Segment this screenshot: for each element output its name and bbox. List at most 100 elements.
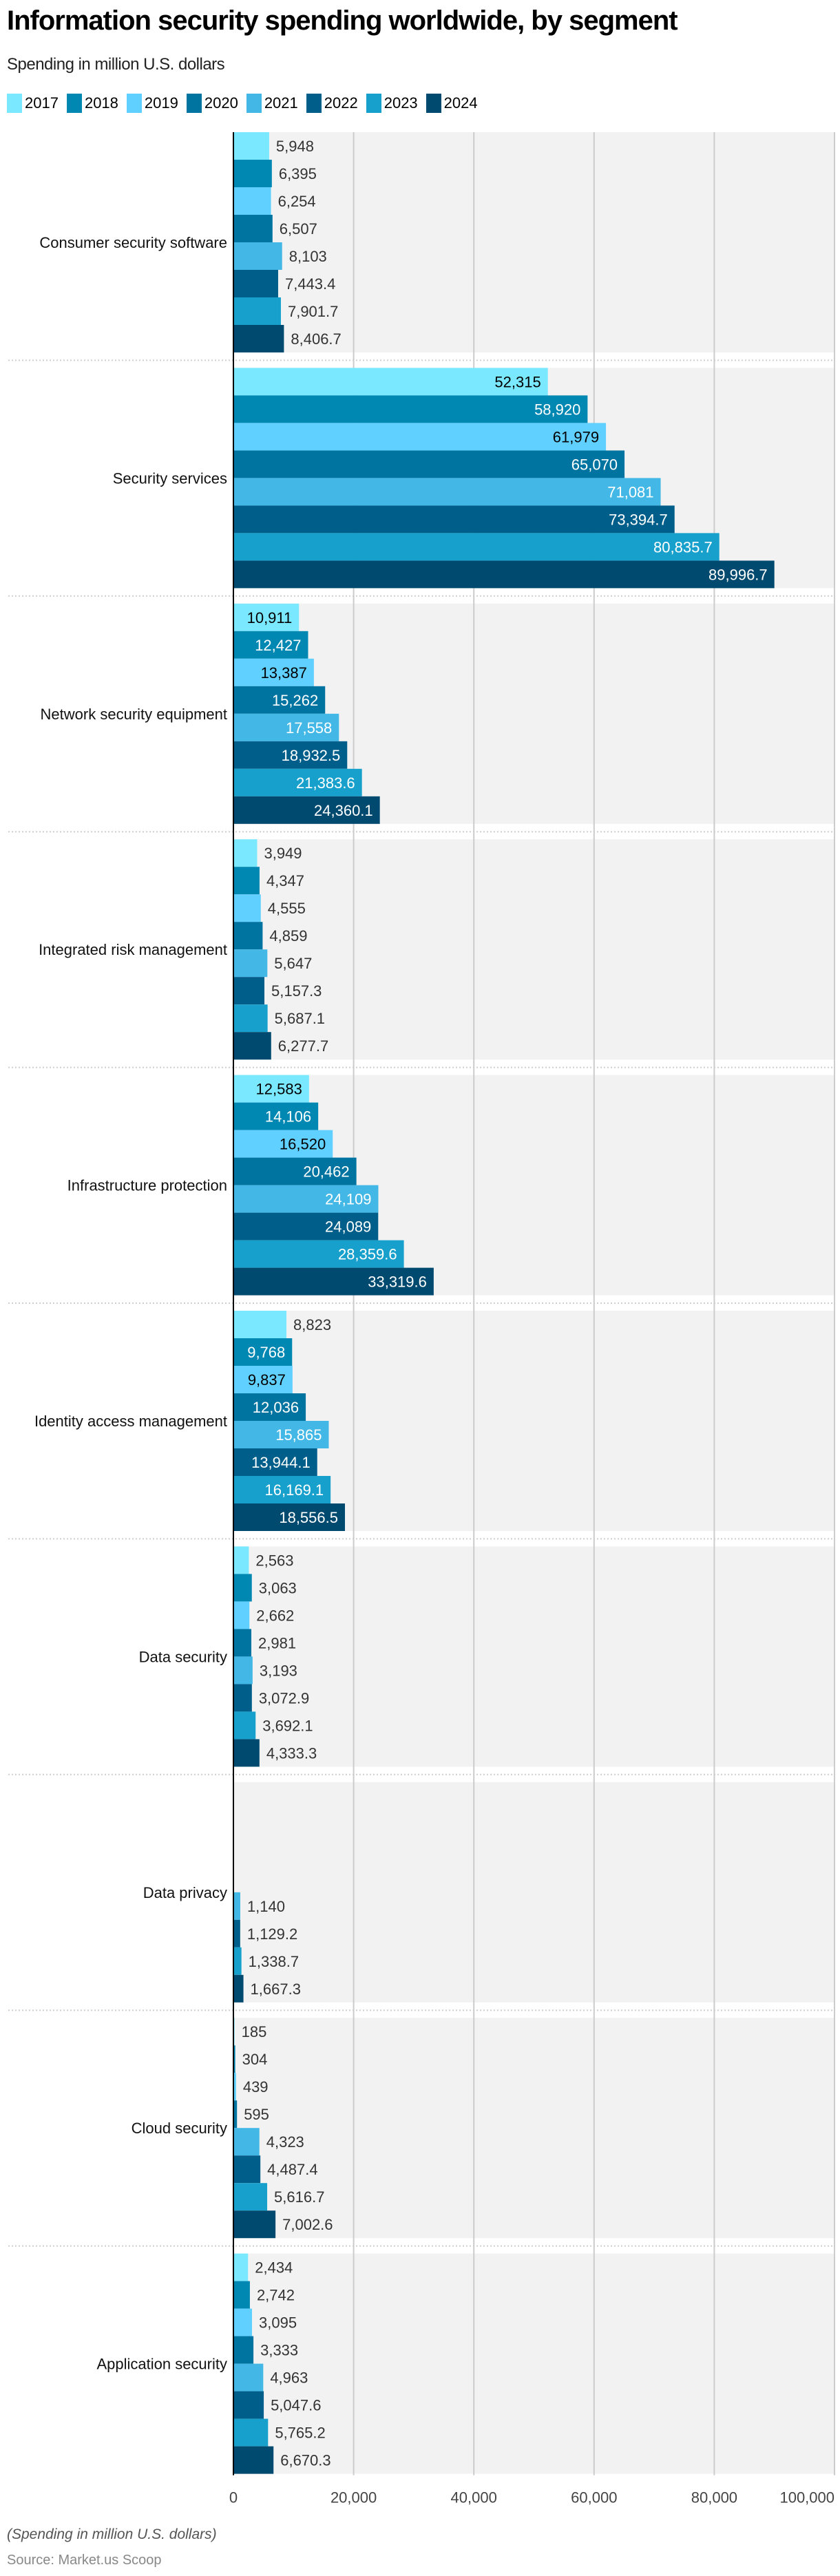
x-tick-label: 80,000 (691, 2489, 737, 2506)
category-label: Integrated risk management (39, 941, 227, 958)
bar-2019 (233, 1366, 293, 1393)
data-label: 1,338.7 (249, 1953, 299, 1970)
bar-2021 (233, 713, 339, 741)
data-label: 5,948 (276, 138, 314, 155)
x-tick-label: 0 (229, 2489, 238, 2506)
data-label: 71,081 (607, 483, 653, 500)
bar-2022 (233, 1684, 252, 1712)
legend-item-2017: 2017 (7, 94, 59, 113)
data-label: 3,692.1 (262, 1717, 313, 1734)
data-label: 52,315 (494, 373, 540, 390)
data-label: 304 (242, 2051, 268, 2068)
data-label: 5,647 (274, 955, 312, 972)
data-label: 80,835.7 (653, 538, 713, 556)
data-label: 10,911 (247, 609, 293, 626)
legend-item-2020: 2020 (186, 94, 238, 113)
data-label: 6,670.3 (280, 2452, 330, 2469)
bar-2023 (233, 1711, 256, 1740)
bar-2020 (233, 1157, 357, 1185)
legend-swatch (426, 94, 441, 113)
data-label: 4,323 (266, 2133, 304, 2151)
bar-2023 (233, 2183, 268, 2211)
data-label: 4,859 (269, 927, 307, 944)
data-label: 6,277.7 (278, 1037, 328, 1055)
bar-2020 (233, 2100, 238, 2129)
category-band (233, 1311, 834, 1531)
bar-2020 (233, 1629, 252, 1657)
data-label: 8,823 (293, 1316, 331, 1333)
bar-2018 (233, 160, 272, 187)
data-label: 20,462 (303, 1163, 349, 1181)
data-label: 2,981 (258, 1634, 296, 1651)
bar-2024 (233, 796, 380, 824)
bar-2022 (233, 1448, 317, 1476)
data-label: 439 (243, 2078, 269, 2095)
bar-2018 (233, 395, 588, 423)
data-label: 18,932.5 (282, 747, 341, 764)
legend-label: 2017 (25, 94, 59, 112)
data-label: 5,047.6 (271, 2397, 321, 2414)
bar-2024 (233, 1503, 345, 1531)
category-band (233, 1782, 834, 2003)
legend-label: 2019 (144, 94, 178, 112)
data-label: 2,742 (257, 2287, 295, 2304)
bar-2018 (233, 867, 260, 895)
bar-2024 (233, 560, 775, 589)
legend-label: 2023 (384, 94, 418, 112)
bar-2017 (233, 132, 269, 160)
bar-2021 (233, 1656, 253, 1685)
data-label: 9,768 (247, 1344, 285, 1361)
category-band (233, 132, 834, 352)
bar-2019 (233, 2308, 253, 2336)
data-label: 17,558 (286, 719, 332, 737)
data-label: 1,129.2 (247, 1925, 297, 1943)
legend-label: 2024 (443, 94, 478, 112)
data-label: 3,095 (259, 2314, 297, 2332)
data-label: 61,979 (553, 428, 599, 445)
bar-2022 (233, 505, 675, 534)
category-band (233, 2018, 834, 2239)
data-label: 2,434 (255, 2259, 293, 2277)
data-label: 12,583 (256, 1081, 302, 1098)
legend: 2017 2018 2019 2020 2021 2022 2023 2024 (7, 94, 478, 113)
bar-2024 (233, 2446, 274, 2474)
data-label: 4,333.3 (266, 1744, 317, 1762)
data-label: 8,406.7 (291, 330, 341, 348)
category-band (233, 2253, 834, 2474)
data-label: 7,002.6 (282, 2216, 333, 2233)
category-label: Application security (96, 2356, 227, 2373)
legend-swatch (366, 94, 381, 113)
bar-2020 (233, 922, 263, 950)
data-label: 5,687.1 (275, 1010, 325, 1027)
data-label: 1,667.3 (251, 1981, 301, 1998)
bar-2021 (233, 242, 282, 270)
data-label: 18,556.5 (279, 1509, 338, 1526)
x-tick-label: 40,000 (451, 2489, 497, 2506)
bar-2023 (233, 1476, 331, 1503)
bar-2023 (233, 1004, 268, 1033)
bar-2021 (233, 2128, 260, 2156)
category-label: Identity access management (34, 1413, 227, 1430)
data-label: 9,837 (248, 1371, 286, 1389)
bar-2017 (233, 1075, 309, 1103)
footnote: (Spending in million U.S. dollars) (7, 2526, 217, 2542)
bar-chart: 0 20,000 40,000 60,000 80,000 100,000 Consumer… (8, 132, 835, 2506)
bar-2017 (233, 603, 300, 631)
bar-2023 (233, 2418, 269, 2447)
data-label: 65,070 (571, 456, 618, 473)
data-label: 33,319.6 (368, 1274, 427, 1291)
category-label: Network security equipment (41, 706, 227, 723)
legend-label: 2022 (324, 94, 358, 112)
data-label: 2,662 (256, 1607, 294, 1624)
bar-2024 (233, 1974, 244, 2003)
bar-2022 (233, 977, 265, 1005)
category-label: Infrastructure protection (67, 1177, 227, 1194)
bar-2019 (233, 1601, 250, 1629)
bar-2018 (233, 631, 308, 659)
bar-2017 (233, 1311, 287, 1338)
bar-2021 (233, 1892, 240, 1920)
legend-item-2018: 2018 (66, 94, 118, 113)
legend-item-2024: 2024 (426, 94, 478, 113)
data-label: 3,949 (264, 845, 302, 862)
x-tick-label: 100,000 (779, 2489, 834, 2506)
